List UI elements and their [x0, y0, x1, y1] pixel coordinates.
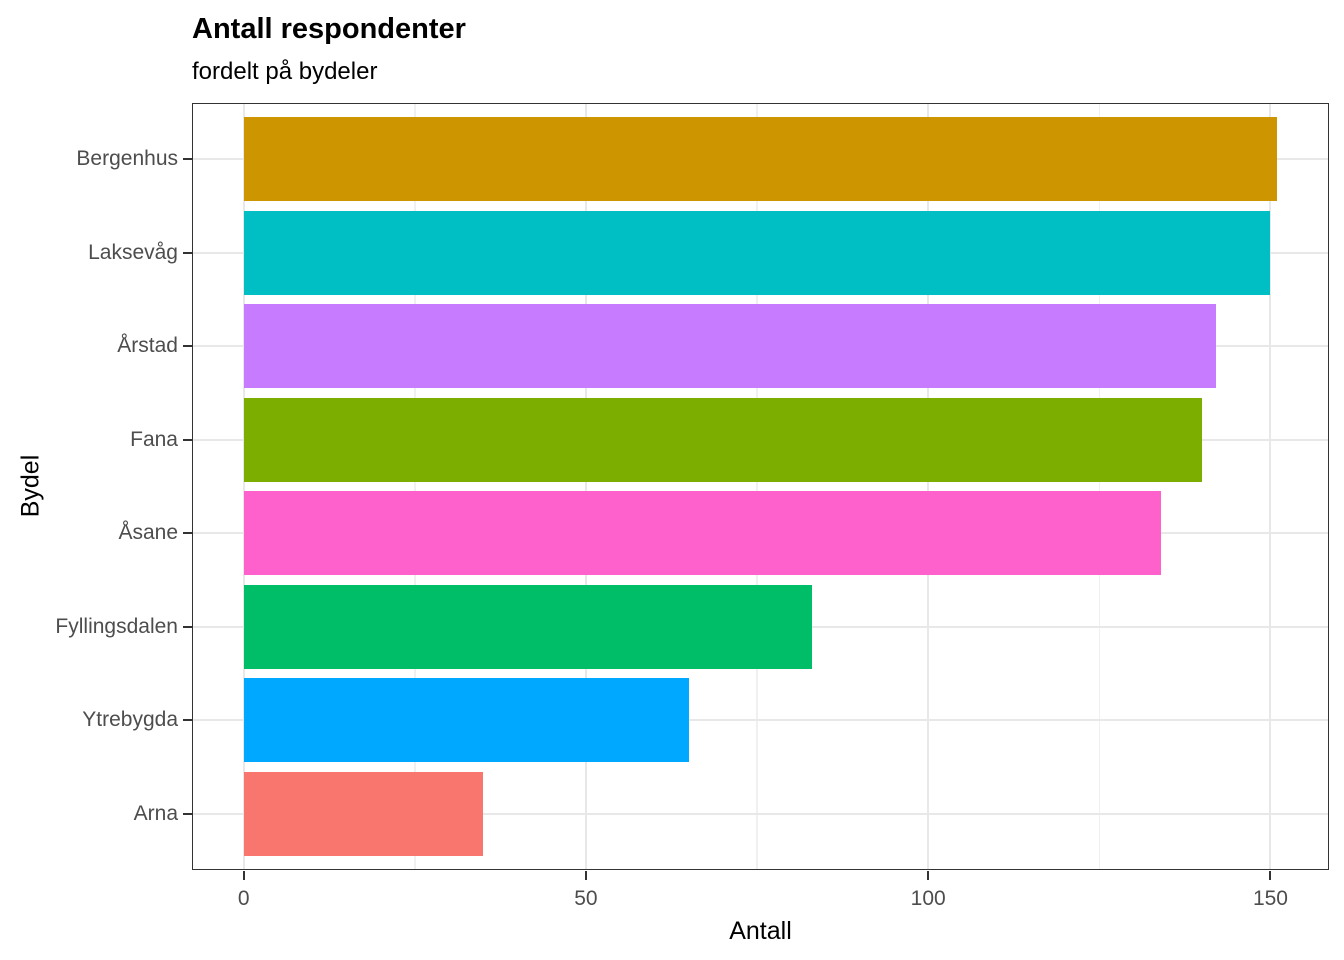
- bars-container: [192, 103, 1329, 870]
- bar-årstad: [243, 304, 1216, 389]
- x-tick-label-50: 50: [574, 887, 598, 910]
- x-axis-title: Antall: [729, 917, 792, 945]
- y-tick-mark: [183, 719, 192, 722]
- y-major-gridline: [192, 719, 1329, 722]
- x-major-gridline: [1269, 103, 1272, 870]
- y-tick-mark: [183, 345, 192, 348]
- x-major-gridline: [584, 103, 587, 870]
- y-tick-mark: [183, 625, 192, 628]
- x-tick-label-100: 100: [910, 887, 946, 910]
- y-tick-label-årstad: Årstad: [117, 334, 178, 358]
- x-tick-label-150: 150: [1252, 887, 1288, 910]
- y-tick-label-laksevåg: Laksevåg: [88, 240, 178, 264]
- bar-fyllingsdalen: [243, 584, 812, 669]
- x-tick-mark: [242, 871, 245, 880]
- y-tick-label-åsane: Åsane: [118, 521, 178, 545]
- y-tick-label-fyllingsdalen: Fyllingsdalen: [55, 614, 178, 638]
- y-tick-mark: [183, 251, 192, 254]
- y-tick-mark: [183, 532, 192, 535]
- y-tick-mark: [183, 158, 192, 161]
- x-tick-mark: [927, 871, 930, 880]
- y-tick-label-ytrebygda: Ytrebygda: [82, 708, 178, 732]
- x-tick-mark: [584, 871, 587, 880]
- chart-title: Antall respondenter: [192, 13, 466, 45]
- bar-fana: [243, 397, 1202, 482]
- x-minor-gridline: [756, 103, 758, 870]
- bar-åsane: [243, 491, 1161, 576]
- x-tick-mark: [1269, 871, 1272, 880]
- y-major-gridline: [192, 812, 1329, 815]
- x-minor-gridline: [1098, 103, 1101, 870]
- y-tick-label-fana: Fana: [130, 427, 178, 451]
- x-minor-gridline: [414, 103, 416, 870]
- bar-arna: [243, 771, 484, 856]
- bar-ytrebygda: [243, 678, 689, 763]
- y-tick-mark: [183, 438, 192, 441]
- plot-panel: [192, 103, 1329, 870]
- y-tick-label-arna: Arna: [133, 801, 178, 825]
- y-tick-mark: [183, 812, 192, 815]
- y-axis-title: Bydel: [16, 454, 45, 518]
- bar-laksevåg: [243, 210, 1271, 295]
- y-tick-label-bergenhus: Bergenhus: [76, 147, 178, 171]
- x-tick-label-0: 0: [237, 887, 250, 910]
- x-major-gridline: [927, 103, 930, 870]
- chart-subtitle: fordelt på bydeler: [192, 58, 378, 85]
- bar-bergenhus: [243, 117, 1278, 202]
- x-major-gridline: [242, 103, 245, 870]
